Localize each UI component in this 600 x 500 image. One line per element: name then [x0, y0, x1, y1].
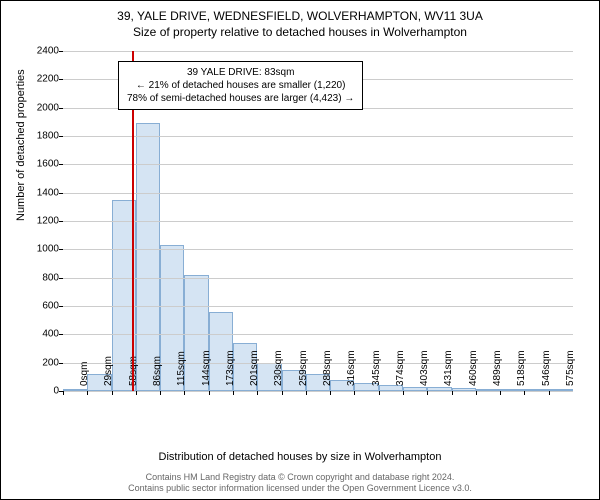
y-tick-mark [59, 164, 63, 165]
x-tick-label: 403sqm [419, 350, 430, 386]
x-tick-label: 29sqm [103, 356, 114, 386]
x-tick-label: 230sqm [273, 350, 284, 386]
x-tick-label: 518sqm [516, 350, 527, 386]
chart-container: 39, YALE DRIVE, WEDNESFIELD, WOLVERHAMPT… [0, 0, 600, 500]
x-tick-label: 374sqm [395, 350, 406, 386]
x-tick-mark [476, 391, 477, 395]
x-tick-label: 86sqm [152, 356, 163, 386]
gridline [63, 51, 573, 52]
y-tick-label: 1400 [25, 187, 59, 198]
x-tick-label: 144sqm [201, 350, 212, 386]
x-tick-label: 431sqm [443, 350, 454, 386]
x-tick-mark [524, 391, 525, 395]
x-tick-mark [257, 391, 258, 395]
chart-area: 0200400600800100012001400160018002000220… [63, 51, 573, 421]
x-tick-label: 259sqm [298, 350, 309, 386]
x-tick-label: 288sqm [322, 350, 333, 386]
y-tick-mark [59, 249, 63, 250]
gridline [63, 221, 573, 222]
x-tick-mark [403, 391, 404, 395]
x-tick-mark [427, 391, 428, 395]
gridline [63, 164, 573, 165]
y-tick-mark [59, 79, 63, 80]
gridline [63, 249, 573, 250]
x-tick-label: 546sqm [541, 350, 552, 386]
gridline [63, 278, 573, 279]
x-tick-label: 345sqm [371, 350, 382, 386]
y-tick-label: 800 [25, 272, 59, 283]
x-tick-label: 489sqm [492, 350, 503, 386]
gridline [63, 136, 573, 137]
y-tick-mark [59, 306, 63, 307]
y-tick-label: 2400 [25, 46, 59, 57]
x-tick-mark [330, 391, 331, 395]
x-tick-mark [209, 391, 210, 395]
plot-area: 0200400600800100012001400160018002000220… [63, 51, 573, 391]
x-tick-label: 0sqm [79, 362, 90, 386]
gridline [63, 334, 573, 335]
x-tick-label: 316sqm [346, 350, 357, 386]
annotation-box: 39 YALE DRIVE: 83sqm← 21% of detached ho… [118, 61, 363, 110]
y-tick-label: 1600 [25, 159, 59, 170]
y-axis-label: Number of detached properties [15, 69, 27, 221]
title-address: 39, YALE DRIVE, WEDNESFIELD, WOLVERHAMPT… [11, 9, 589, 23]
x-tick-label: 173sqm [225, 350, 236, 386]
y-tick-mark [59, 363, 63, 364]
y-tick-label: 2200 [25, 74, 59, 85]
y-tick-mark [59, 278, 63, 279]
y-tick-mark [59, 51, 63, 52]
gridline [63, 306, 573, 307]
y-tick-label: 0 [25, 386, 59, 397]
x-tick-mark [549, 391, 550, 395]
y-tick-label: 400 [25, 329, 59, 340]
x-tick-mark [500, 391, 501, 395]
x-tick-mark [184, 391, 185, 395]
y-tick-mark [59, 108, 63, 109]
y-tick-mark [59, 136, 63, 137]
y-tick-mark [59, 193, 63, 194]
x-tick-mark [63, 391, 64, 395]
x-tick-label: 460sqm [468, 350, 479, 386]
y-tick-label: 1800 [25, 131, 59, 142]
x-tick-mark [233, 391, 234, 395]
x-tick-mark [282, 391, 283, 395]
footer-line1: Contains HM Land Registry data © Crown c… [1, 472, 599, 484]
gridline [63, 193, 573, 194]
x-tick-label: 115sqm [176, 351, 187, 386]
x-tick-mark [136, 391, 137, 395]
title-block: 39, YALE DRIVE, WEDNESFIELD, WOLVERHAMPT… [1, 1, 599, 41]
x-tick-mark [112, 391, 113, 395]
footer-credits: Contains HM Land Registry data © Crown c… [1, 472, 599, 495]
y-tick-label: 600 [25, 301, 59, 312]
annotation-line1: 39 YALE DRIVE: 83sqm [127, 66, 354, 79]
title-subtitle: Size of property relative to detached ho… [11, 25, 589, 39]
x-axis-label: Distribution of detached houses by size … [1, 451, 599, 463]
y-tick-label: 1000 [25, 244, 59, 255]
y-tick-label: 200 [25, 357, 59, 368]
annotation-line3: 78% of semi-detached houses are larger (… [127, 92, 354, 105]
y-tick-mark [59, 334, 63, 335]
x-tick-mark [306, 391, 307, 395]
x-tick-label: 201sqm [249, 350, 260, 386]
x-tick-mark [354, 391, 355, 395]
footer-line2: Contains public sector information licen… [1, 483, 599, 495]
x-tick-mark [160, 391, 161, 395]
annotation-line2: ← 21% of detached houses are smaller (1,… [127, 79, 354, 92]
x-tick-label: 575sqm [565, 350, 576, 386]
x-tick-mark [87, 391, 88, 395]
x-tick-mark [379, 391, 380, 395]
x-tick-mark [452, 391, 453, 395]
y-tick-label: 2000 [25, 102, 59, 113]
y-tick-mark [59, 221, 63, 222]
gridline [63, 391, 573, 392]
y-tick-label: 1200 [25, 216, 59, 227]
